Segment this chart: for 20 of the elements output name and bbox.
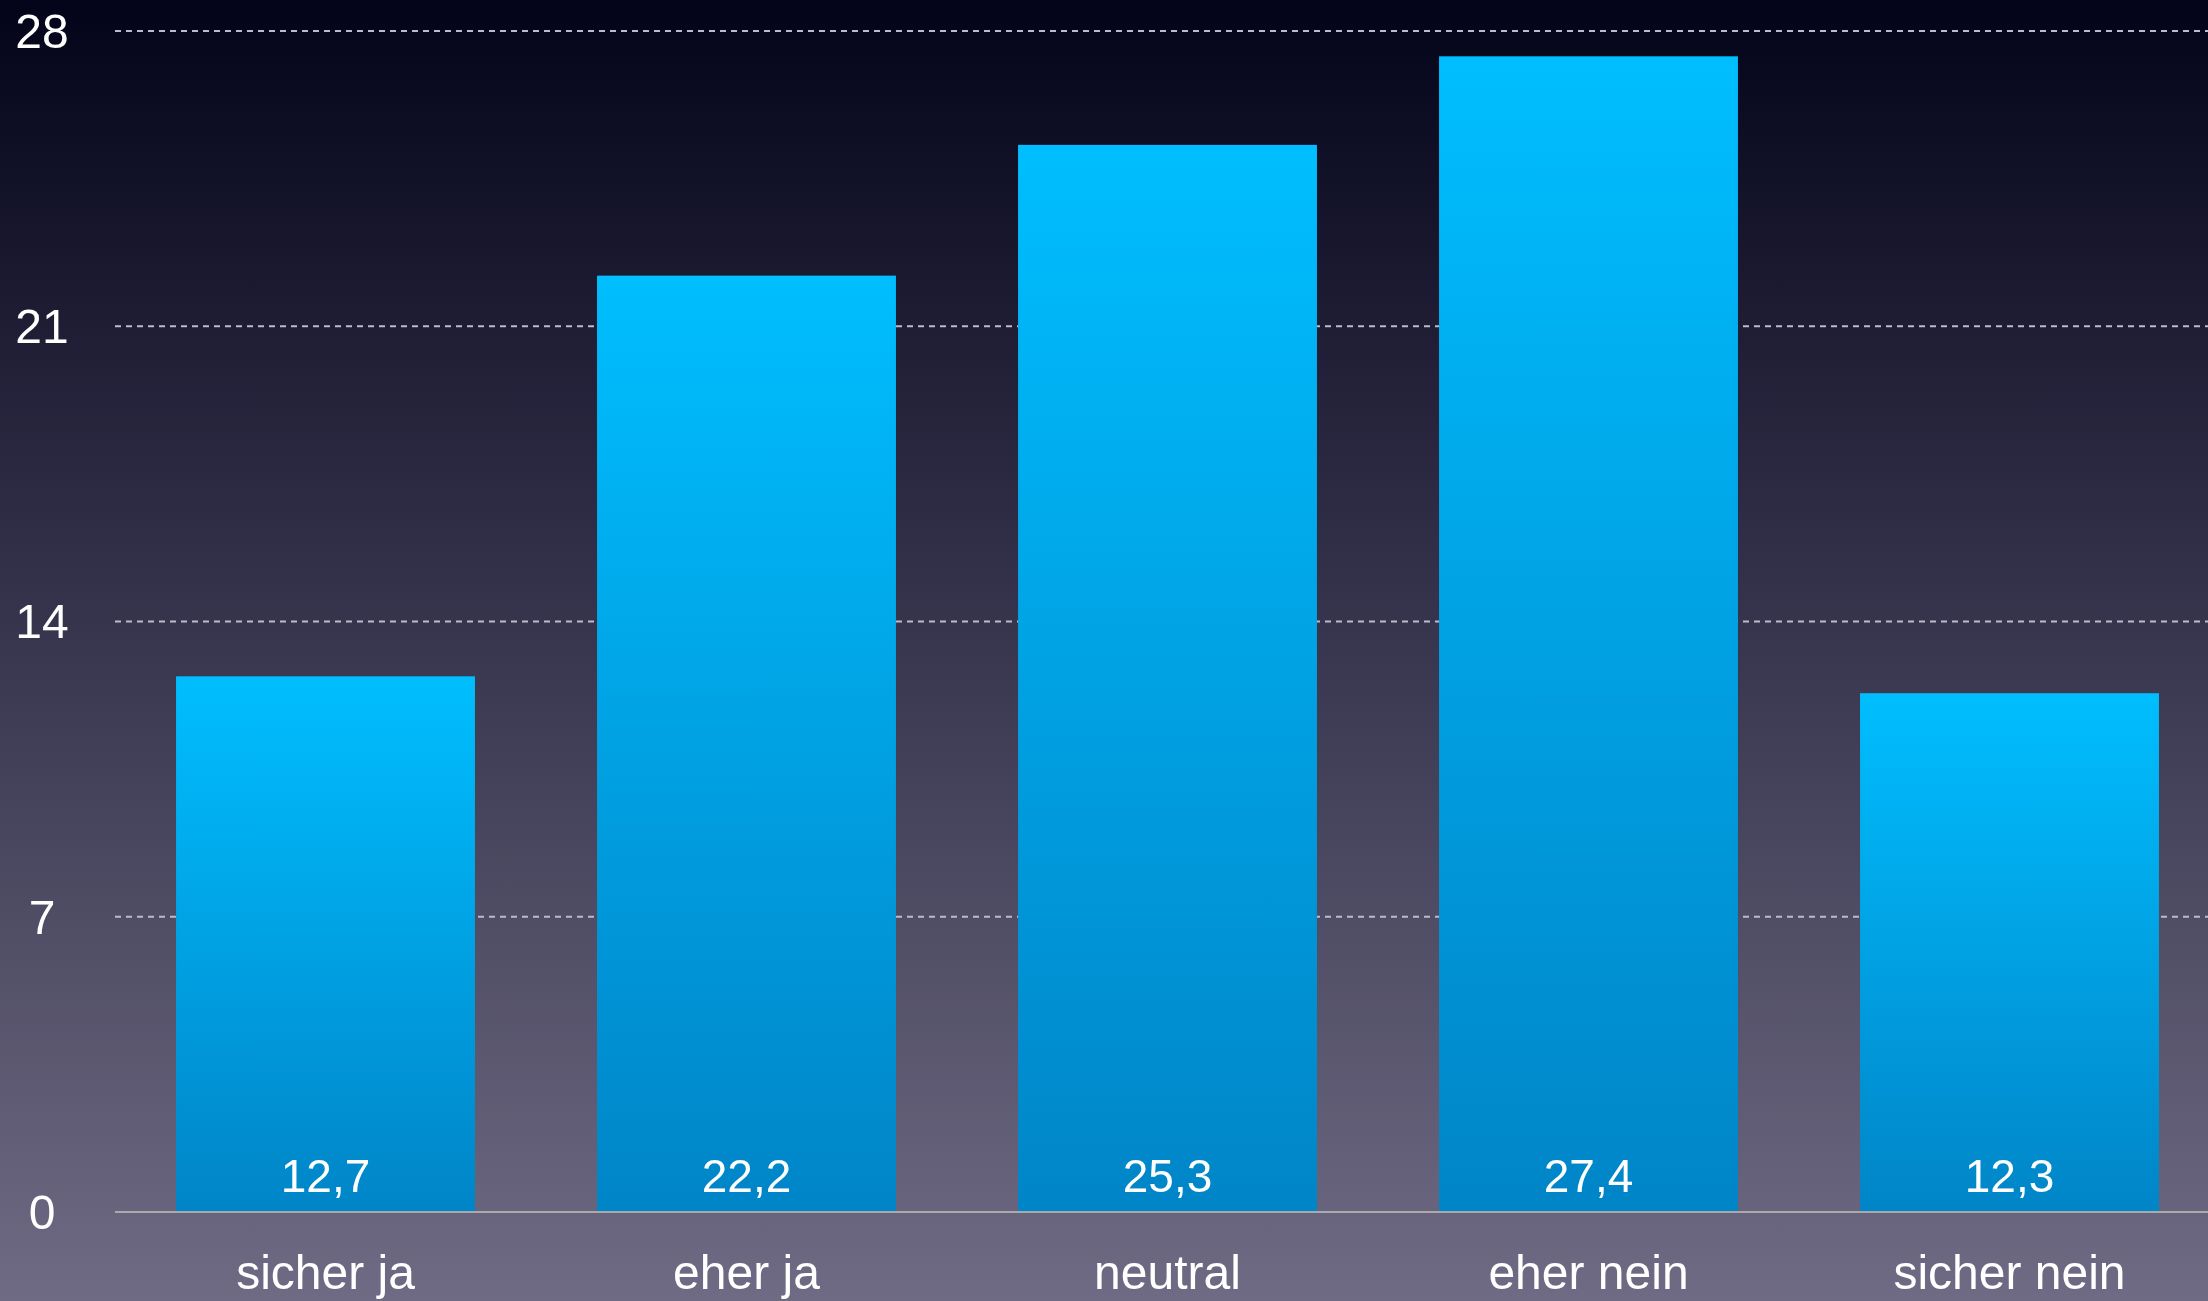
x-tick-label: eher nein (1488, 1246, 1689, 1299)
y-tick-label: 14 (15, 595, 69, 649)
x-tick-label: sicher nein (1893, 1246, 2126, 1299)
x-tick-label: eher ja (673, 1246, 821, 1299)
data-label: 22,2 (701, 1150, 792, 1202)
x-tick-label: sicher ja (236, 1246, 416, 1299)
y-tick-label: 28 (15, 4, 69, 58)
y-tick-label: 7 (28, 890, 56, 944)
data-label: 12,7 (280, 1150, 371, 1202)
bar (176, 676, 475, 1212)
bar (1860, 693, 2159, 1212)
bar (597, 275, 896, 1212)
y-tick-label: 0 (28, 1185, 56, 1239)
bar (1018, 144, 1317, 1212)
data-label: 12,3 (1964, 1150, 2055, 1202)
data-label: 27,4 (1543, 1150, 1634, 1202)
data-label: 25,3 (1122, 1150, 1213, 1202)
bar (1439, 56, 1738, 1212)
y-tick-label: 21 (15, 300, 69, 354)
x-tick-label: neutral (1094, 1246, 1241, 1299)
